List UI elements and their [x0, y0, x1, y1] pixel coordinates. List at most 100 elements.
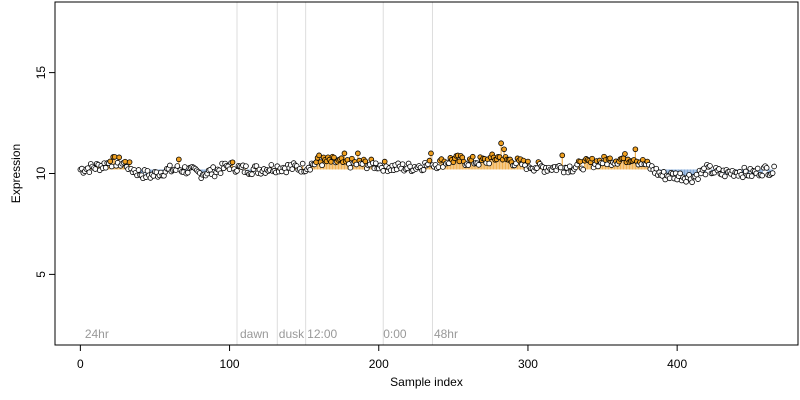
segment-label: dusk [279, 327, 305, 341]
segment-label: 48hr [434, 327, 458, 341]
data-point [559, 152, 566, 159]
data-point [469, 153, 476, 160]
data-point [689, 179, 695, 186]
data-point [520, 157, 527, 164]
data-point [184, 169, 191, 176]
data-point [566, 163, 573, 170]
y-tick-label: 15 [34, 66, 48, 80]
data-point [381, 158, 388, 165]
y-axis: 5 10 15 [34, 66, 55, 278]
data-point [769, 170, 776, 176]
data-point [111, 154, 118, 160]
data-point [234, 168, 240, 174]
data-point [486, 160, 492, 167]
data-point [253, 163, 260, 169]
data-point [86, 169, 93, 176]
x-tick-label: 0 [77, 357, 84, 371]
data-point [498, 140, 504, 147]
data-point [435, 164, 442, 170]
data-point [102, 164, 109, 171]
data-point [135, 167, 142, 173]
data-point [632, 146, 639, 153]
data-point [660, 169, 667, 175]
data-point [399, 161, 406, 167]
data-point [754, 165, 761, 172]
data-point [748, 173, 755, 179]
data-point [380, 168, 387, 174]
data-point [331, 154, 337, 161]
segment-labels: 24hr dawn dusk 12:00 0:00 48hr [85, 327, 458, 341]
data-point [428, 150, 434, 157]
x-axis: 0 100 200 300 400 [77, 344, 687, 371]
data-point [475, 162, 482, 168]
data-point [580, 166, 586, 173]
data-point [589, 155, 595, 162]
data-point [126, 159, 133, 165]
data-point [289, 166, 296, 172]
segment-label: 24hr [85, 327, 109, 341]
data-point [501, 146, 507, 153]
data-point [604, 161, 610, 168]
data-point [341, 150, 348, 157]
data-point [707, 163, 713, 169]
data-points [77, 140, 777, 186]
data-point [653, 165, 660, 172]
data-point [122, 158, 128, 165]
x-axis-label: Sample index [390, 375, 463, 389]
y-tick-label: 5 [34, 271, 48, 278]
data-point [372, 160, 379, 167]
data-point [355, 150, 361, 157]
data-point [182, 164, 188, 170]
data-point [595, 163, 601, 170]
data-point [362, 158, 369, 165]
data-point [176, 156, 182, 163]
data-point [217, 170, 224, 177]
data-point [577, 158, 583, 165]
data-point [249, 171, 255, 178]
segment-label: 12:00 [307, 327, 337, 341]
data-point [319, 162, 325, 169]
segment-label: 0:00 [383, 327, 407, 341]
data-point [534, 165, 540, 171]
data-point [607, 155, 613, 162]
data-point [299, 160, 306, 167]
data-point [116, 154, 122, 161]
data-point [347, 164, 354, 171]
data-point [763, 165, 770, 171]
data-point [107, 158, 114, 165]
data-point [328, 159, 334, 165]
data-point [268, 162, 275, 168]
data-point [316, 152, 322, 159]
x-tick-label: 200 [369, 357, 389, 371]
data-point [677, 170, 683, 177]
data-point [622, 151, 628, 157]
data-point [716, 166, 722, 172]
data-point [525, 158, 531, 165]
data-point [243, 163, 249, 169]
x-tick-label: 100 [220, 357, 240, 371]
x-tick-label: 400 [667, 357, 687, 371]
data-point [92, 166, 99, 172]
data-point [759, 172, 765, 179]
data-point [771, 163, 777, 170]
x-tick-label: 300 [518, 357, 538, 371]
data-point [666, 175, 673, 182]
data-point [695, 176, 701, 182]
data-point [702, 171, 709, 178]
data-point [722, 173, 728, 180]
data-point [426, 157, 433, 164]
data-point [108, 163, 115, 170]
data-point [167, 162, 173, 169]
data-point [229, 159, 236, 166]
data-point [307, 166, 313, 173]
data-point [283, 169, 290, 176]
data-point [739, 174, 746, 181]
data-point [226, 166, 233, 173]
y-axis-label: Expression [9, 144, 23, 203]
data-point [465, 162, 472, 168]
y-tick-label: 10 [34, 167, 48, 181]
segment-label: dawn [240, 327, 269, 341]
data-point [210, 164, 216, 170]
data-point [174, 163, 181, 169]
